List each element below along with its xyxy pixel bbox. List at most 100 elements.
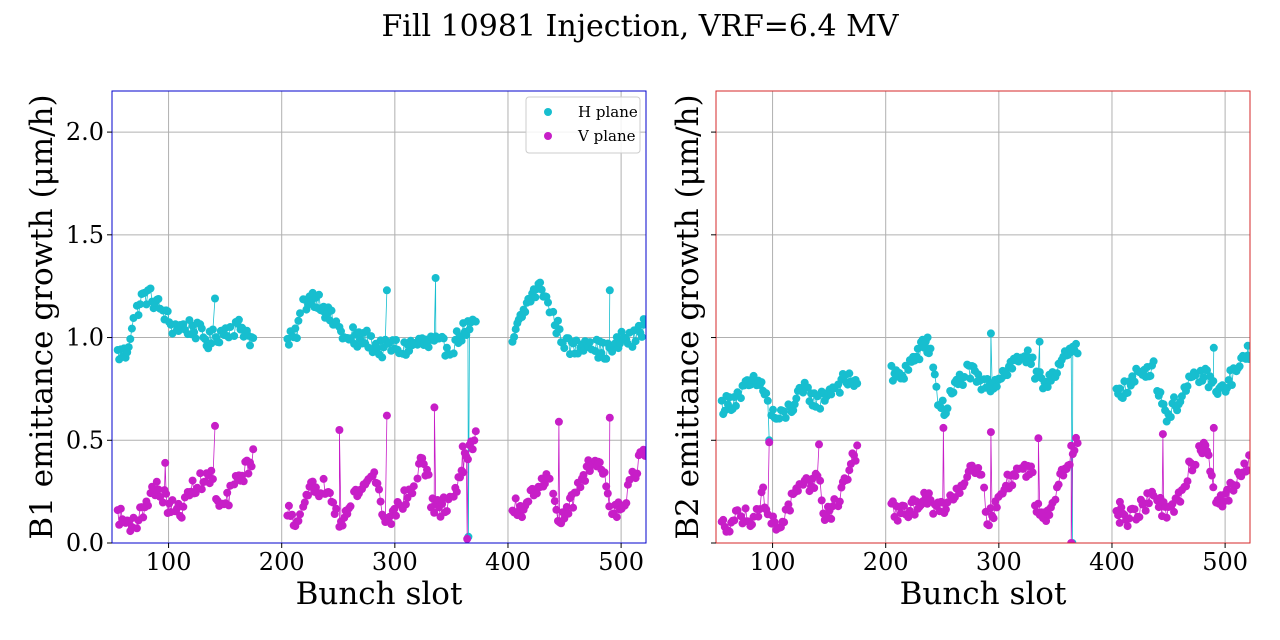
data-point: [1067, 539, 1076, 543]
data-point: [1209, 343, 1218, 352]
data-point: [763, 396, 772, 405]
data-point: [375, 485, 383, 494]
data-point: [612, 513, 621, 522]
legend-marker: [544, 132, 552, 140]
data-point: [224, 501, 233, 510]
data-point: [207, 339, 216, 348]
data-point: [1209, 483, 1218, 492]
data-point: [161, 458, 170, 467]
data-point: [300, 498, 309, 507]
data-point: [1011, 471, 1020, 480]
data-point: [793, 486, 802, 495]
legend: H plane V plane: [525, 96, 641, 154]
data-point: [401, 500, 410, 509]
data-point: [939, 423, 948, 432]
data-point: [943, 404, 952, 413]
data-point: [438, 500, 447, 508]
data-point: [560, 344, 569, 353]
data-point: [1154, 503, 1163, 512]
data-point: [246, 341, 254, 350]
data-point: [452, 487, 461, 496]
data-point: [521, 308, 530, 316]
x-tick-label: 400: [1089, 548, 1135, 576]
data-point: [784, 500, 793, 509]
data-point: [154, 485, 163, 494]
data-point: [211, 294, 219, 303]
data-point: [926, 344, 935, 353]
data-point: [319, 474, 328, 483]
data-point: [511, 325, 520, 334]
data-point: [311, 483, 320, 492]
data-point: [1035, 368, 1044, 377]
data-point: [208, 325, 217, 334]
data-point: [544, 298, 552, 307]
data-point: [853, 441, 862, 450]
data-point: [1008, 364, 1017, 373]
data-point: [900, 374, 908, 383]
data-point: [1149, 357, 1158, 366]
data-point: [733, 506, 742, 515]
data-point: [1072, 339, 1080, 348]
data-point: [827, 514, 836, 523]
data-point: [431, 274, 440, 282]
data-point: [1144, 499, 1153, 508]
data-point: [329, 498, 338, 507]
data-point: [984, 521, 993, 530]
data-point: [1115, 384, 1124, 393]
data-point: [196, 469, 205, 478]
data-point: [1130, 505, 1139, 514]
data-point: [362, 326, 371, 335]
data-point: [986, 504, 995, 513]
data-point: [1059, 471, 1068, 480]
data-point: [816, 476, 825, 485]
chart-panel-b2: 100 200 300 400 500 Bunch slot B2 emittance gr…: [670, 90, 1251, 612]
data-point: [966, 374, 975, 383]
data-point: [378, 353, 387, 362]
data-point: [904, 365, 913, 374]
y-tick-label: 2.0: [66, 118, 104, 146]
data-point: [1199, 373, 1208, 382]
data-point: [1034, 499, 1043, 508]
data-point: [325, 489, 334, 497]
legend-label: V plane: [577, 127, 636, 145]
data-point: [249, 334, 258, 342]
data-point: [116, 504, 125, 513]
data-point: [633, 469, 642, 478]
data-point: [387, 520, 396, 528]
data-point: [1170, 507, 1178, 516]
data-point: [1223, 485, 1232, 494]
data-point: [792, 394, 801, 403]
data-point: [608, 347, 617, 356]
data-point: [1130, 377, 1139, 386]
data-point: [603, 489, 612, 498]
data-point: [789, 406, 798, 415]
data-point: [1115, 518, 1124, 527]
data-point: [1035, 337, 1044, 346]
data-point: [449, 349, 458, 358]
plot-area: [113, 274, 646, 543]
data-point: [179, 502, 188, 511]
data-point: [1170, 393, 1178, 402]
data-point: [536, 278, 545, 287]
grid: [716, 91, 1250, 544]
data-point: [554, 316, 562, 325]
data-point: [190, 328, 199, 337]
data-point: [1042, 517, 1051, 525]
legend-label: H plane: [578, 103, 638, 121]
data-point: [585, 338, 594, 347]
data-point: [458, 442, 467, 451]
data-point: [549, 489, 558, 498]
data-point: [382, 411, 391, 420]
data-point: [913, 344, 922, 353]
data-point: [845, 369, 854, 378]
data-point: [1003, 371, 1012, 380]
data-point: [296, 309, 304, 318]
data-point: [641, 318, 646, 327]
data-point: [158, 498, 167, 507]
data-point: [549, 307, 558, 316]
data-point: [1158, 430, 1167, 439]
data-point: [591, 347, 600, 355]
data-point: [247, 462, 256, 471]
data-point: [1054, 480, 1063, 489]
data-point: [992, 382, 1001, 391]
